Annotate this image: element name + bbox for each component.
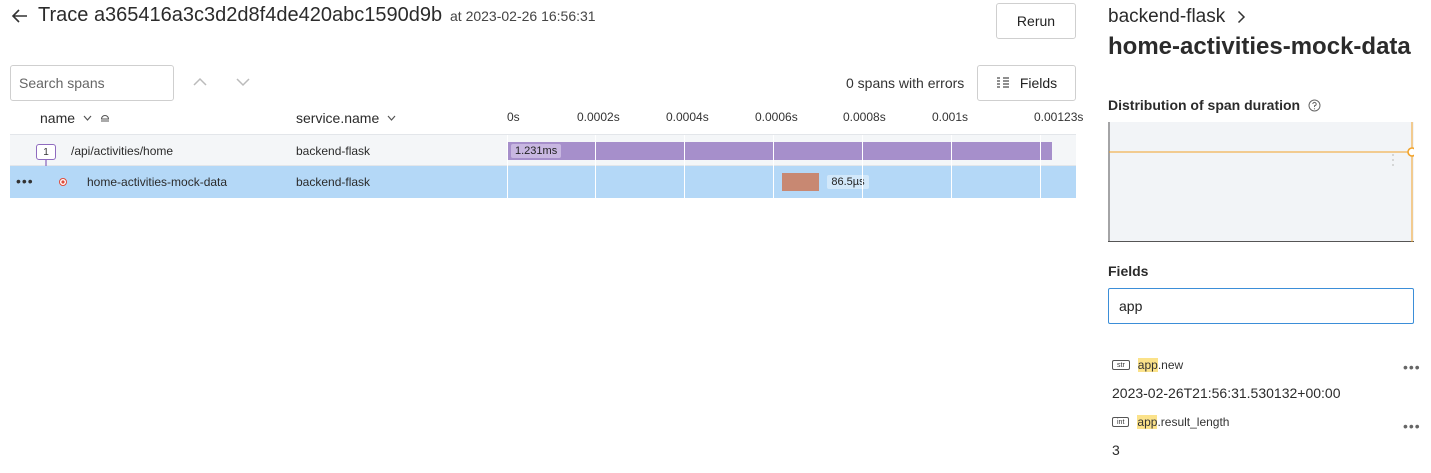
- service-name: backend-flask: [296, 144, 371, 158]
- timeline-gridline: [507, 135, 508, 167]
- distribution-title: Distribution of span duration: [1108, 97, 1321, 113]
- timeline-tick-label: 0.00123s: [1034, 110, 1084, 124]
- error-dot-icon: [59, 178, 67, 186]
- timeline-tick-label: 0.001s: [932, 110, 969, 124]
- timeline-gridline: [595, 135, 596, 167]
- child-count-badge[interactable]: 1: [36, 144, 56, 160]
- chevron-down-icon: [387, 115, 396, 121]
- field-key-match: app: [1137, 415, 1158, 429]
- field-key-rest: .new: [1157, 358, 1184, 372]
- trace-timestamp: at 2023-02-26 16:56:31: [450, 8, 596, 24]
- span-row-selected[interactable]: ••• home-activities-mock-data backend-fl…: [10, 166, 1076, 198]
- span-name: /api/activities/home: [71, 144, 174, 158]
- timeline-gridline: [595, 166, 596, 198]
- timeline-tick-label: 0.0008s: [843, 110, 886, 124]
- field-value: 3: [1112, 442, 1120, 458]
- timeline-gridline: [507, 166, 508, 198]
- field-type-badge: int: [1112, 417, 1130, 427]
- span-bar[interactable]: [507, 142, 1052, 160]
- collapse-toggle-icon[interactable]: [100, 113, 110, 123]
- panel-span-name: home-activities-mock-data: [1108, 33, 1411, 60]
- timeline-gridline: [1040, 135, 1041, 167]
- chevron-right-icon: [1238, 10, 1246, 24]
- timeline-gridline: [684, 135, 685, 167]
- chevron-down-icon[interactable]: [233, 74, 253, 90]
- panel-service-name: backend-flask: [1108, 6, 1226, 27]
- timeline-gridline: [951, 135, 952, 167]
- timeline-gridline: [1040, 166, 1041, 198]
- back-arrow-icon[interactable]: [10, 6, 30, 26]
- timeline-gridline: [862, 166, 863, 198]
- field-type-badge: str: [1112, 360, 1130, 370]
- distribution-point: [1407, 147, 1414, 157]
- field-value: 2023-02-26T21:56:31.530132+00:00: [1112, 385, 1341, 401]
- field-key-rest: .result_length: [1157, 415, 1230, 429]
- search-spans-input[interactable]: [10, 65, 174, 101]
- fields-button-label: Fields: [1019, 75, 1058, 91]
- timeline-gridline: [951, 166, 952, 198]
- trace-title: Trace a365416a3c3d2d8f4de420abc1590d9b: [38, 4, 443, 26]
- column-header-service[interactable]: service.name: [296, 110, 396, 126]
- timeline-gridline: [684, 166, 685, 198]
- duration-label: 1.231ms: [511, 144, 562, 158]
- fields-filter-input[interactable]: [1108, 288, 1414, 324]
- chevron-up-icon[interactable]: [190, 74, 210, 90]
- timeline-tick-label: 0.0002s: [577, 110, 620, 124]
- chevron-down-icon: [83, 115, 92, 121]
- timeline-tick-label: 0.0004s: [666, 110, 709, 124]
- columns-icon: [996, 77, 1009, 88]
- span-name: home-activities-mock-data: [87, 175, 228, 189]
- timeline-gridline: [773, 135, 774, 167]
- span-bar[interactable]: [781, 173, 820, 191]
- column-service-label: service.name: [296, 110, 380, 126]
- rerun-button[interactable]: Rerun: [996, 3, 1076, 39]
- column-header-name[interactable]: name: [40, 110, 110, 126]
- distribution-title-text: Distribution of span duration: [1108, 97, 1301, 113]
- fields-button[interactable]: Fields: [977, 65, 1076, 101]
- column-name-label: name: [40, 110, 76, 126]
- timeline-gridline: [773, 166, 774, 198]
- more-options-icon[interactable]: •••: [1403, 359, 1421, 375]
- drag-handle-icon[interactable]: [1392, 154, 1394, 166]
- timeline-tick-label: 0s: [507, 110, 520, 124]
- fields-title: Fields: [1108, 263, 1149, 279]
- more-options-icon[interactable]: •••: [1403, 418, 1421, 434]
- field-key-match: app: [1137, 358, 1158, 372]
- help-icon[interactable]: [1308, 99, 1321, 112]
- field-key: str app.new: [1112, 358, 1183, 372]
- field-key: int app.result_length: [1112, 415, 1229, 429]
- duration-label: 86.5µs: [827, 175, 869, 189]
- timeline-tick-label: 0.0006s: [755, 110, 798, 124]
- span-row[interactable]: 1 /api/activities/home backend-flask 1.2…: [10, 134, 1076, 184]
- timeline-gridline: [862, 135, 863, 167]
- service-name: backend-flask: [296, 175, 371, 189]
- span-errors-count: 0 spans with errors: [846, 75, 965, 91]
- panel-service-breadcrumb[interactable]: backend-flask: [1108, 6, 1246, 28]
- more-options-icon[interactable]: •••: [16, 173, 34, 189]
- span-duration-distribution-chart[interactable]: [1108, 122, 1414, 242]
